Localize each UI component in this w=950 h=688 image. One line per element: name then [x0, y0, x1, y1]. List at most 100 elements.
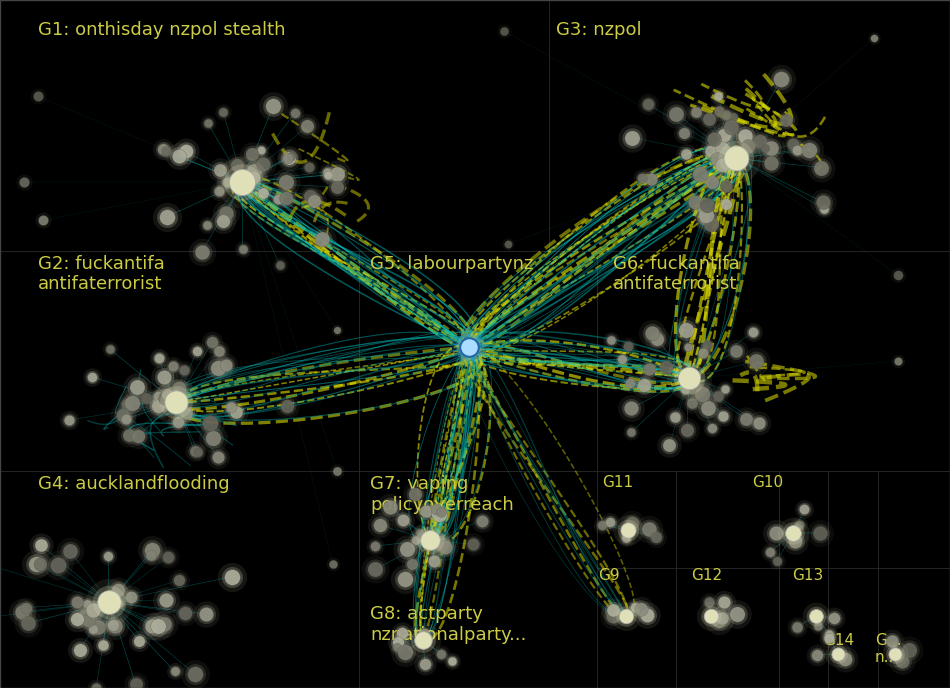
Point [281, 153, 296, 164]
Point [319, 166, 334, 178]
Point [279, 400, 294, 411]
Point [211, 451, 226, 462]
Point [144, 545, 160, 556]
Point [200, 118, 216, 129]
Point [151, 621, 166, 632]
Point [235, 244, 250, 255]
Point [837, 653, 852, 664]
Point [413, 528, 428, 539]
Point [751, 418, 767, 429]
Point [219, 176, 235, 187]
Point [131, 635, 146, 646]
Point [33, 539, 48, 550]
Point [649, 334, 664, 345]
Point [618, 610, 634, 621]
Text: G14: G14 [823, 633, 854, 648]
Point [62, 414, 77, 425]
Point [474, 515, 489, 526]
Point [711, 390, 726, 401]
Point [157, 394, 172, 405]
Point [247, 165, 262, 176]
Point [811, 621, 826, 632]
Point [703, 145, 718, 156]
Point [704, 219, 719, 230]
Point [128, 678, 143, 688]
Point [18, 602, 33, 613]
Point [623, 402, 638, 413]
Point [466, 539, 481, 550]
Point [302, 161, 317, 172]
Point [757, 142, 772, 153]
Point [703, 145, 718, 156]
Point [179, 146, 194, 157]
Point [108, 621, 124, 632]
Point [138, 393, 153, 404]
Point [266, 100, 281, 111]
Point [667, 412, 682, 423]
Point [462, 342, 477, 353]
Point [687, 196, 702, 207]
Point [718, 109, 733, 120]
Point [28, 559, 44, 570]
Point [86, 605, 101, 616]
Point [696, 212, 712, 223]
Point [189, 345, 204, 356]
Point [884, 636, 900, 647]
Point [171, 382, 186, 393]
Point [866, 32, 882, 43]
Point [676, 127, 692, 138]
Text: G6: fuckantifa
antifaterrorist: G6: fuckantifa antifaterrorist [613, 255, 739, 293]
Point [382, 502, 397, 513]
Point [408, 535, 424, 546]
Point [729, 345, 744, 356]
Point [85, 372, 100, 383]
Point [678, 149, 694, 160]
Point [210, 363, 225, 374]
Point [703, 610, 718, 621]
Point [786, 528, 801, 539]
Point [618, 610, 634, 621]
Point [395, 515, 410, 526]
Point [620, 341, 636, 352]
Point [624, 518, 639, 529]
Point [681, 373, 696, 384]
Point [712, 105, 727, 116]
Point [496, 25, 511, 36]
Point [797, 504, 812, 515]
Point [105, 619, 121, 630]
Point [211, 185, 226, 196]
Point [150, 391, 165, 402]
Point [718, 198, 733, 209]
Point [716, 596, 732, 608]
Point [155, 144, 170, 155]
Point [706, 133, 721, 144]
Point [445, 656, 460, 667]
Point [786, 139, 801, 150]
Point [205, 432, 220, 443]
Point [157, 372, 172, 383]
Point [625, 132, 640, 143]
Point [85, 372, 100, 383]
Point [210, 363, 225, 374]
Point [809, 649, 825, 660]
Point [330, 466, 345, 477]
Point [636, 379, 652, 390]
Point [211, 185, 226, 196]
Point [69, 613, 85, 624]
Point [158, 146, 173, 157]
Point [219, 176, 235, 187]
Point [618, 533, 634, 544]
Point [271, 194, 286, 205]
Point [129, 382, 144, 393]
Point [399, 543, 414, 554]
Point [390, 641, 405, 652]
Point [394, 627, 409, 638]
Point [752, 136, 768, 147]
Point [179, 407, 194, 418]
Text: G11: G11 [602, 475, 634, 490]
Point [416, 627, 431, 638]
Point [711, 390, 726, 401]
Point [712, 614, 727, 625]
Point [640, 98, 656, 109]
Point [764, 158, 779, 169]
